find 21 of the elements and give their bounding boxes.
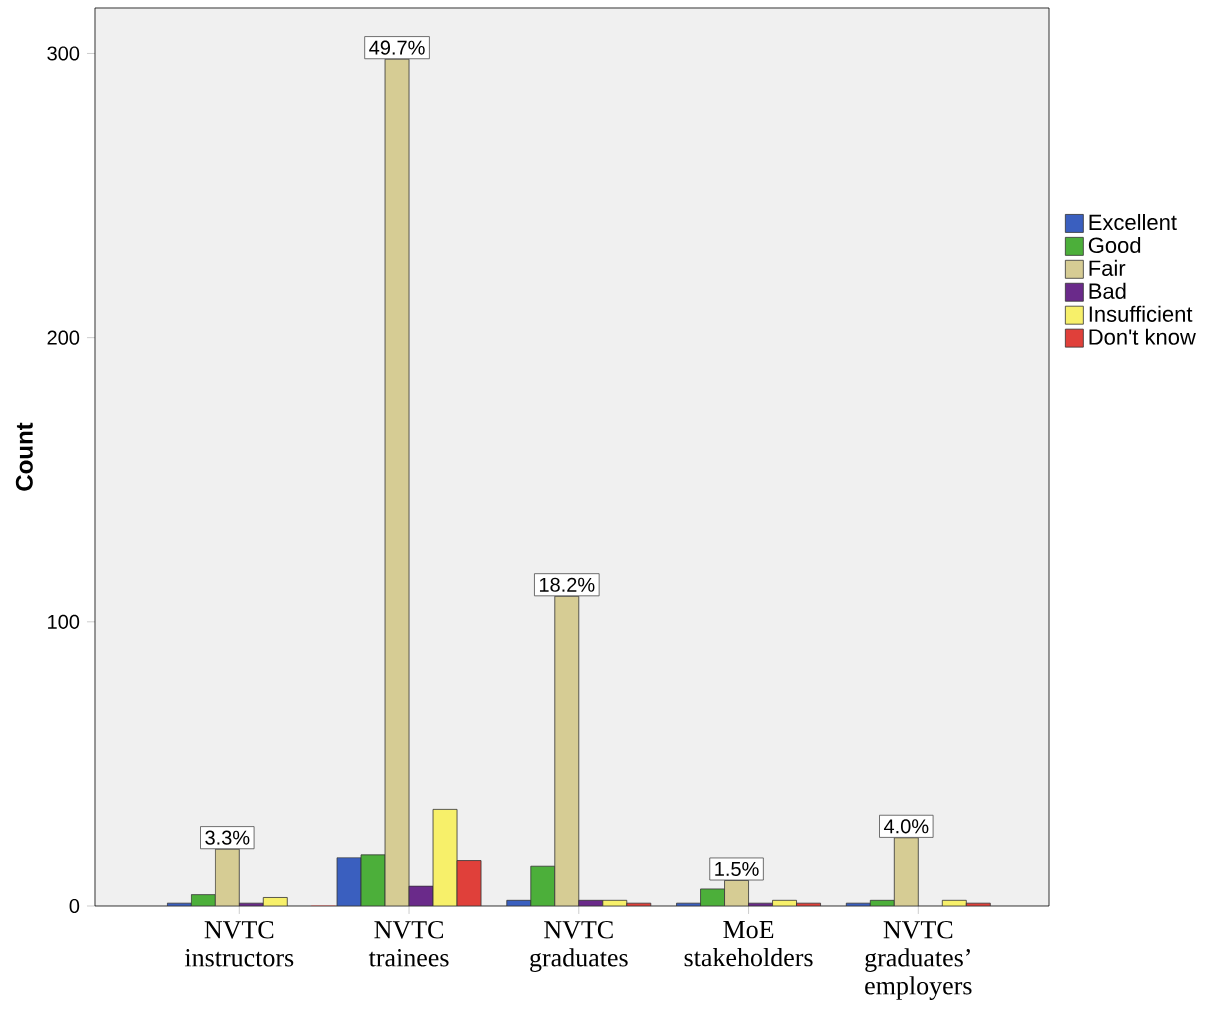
x-tick-label: NVTC trainees: [368, 921, 449, 967]
legend-label: Excellent: [1089, 213, 1177, 231]
annotation: 49.7%: [369, 40, 425, 55]
x-tick-label: NVTC graduates: [530, 921, 628, 972]
legend-label: Don't know: [1089, 328, 1196, 345]
y-tick-label: 200: [47, 330, 80, 345]
y-axis-title: Count: [15, 422, 33, 491]
legend-label: Good: [1088, 236, 1141, 254]
annotation: 3.3%: [205, 830, 250, 845]
y-tick-label: 100: [48, 614, 80, 629]
legend-label: Fair: [1089, 259, 1126, 276]
annotation: 18.2%: [539, 577, 595, 592]
x-tick-label: MoE stakeholders: [684, 921, 813, 967]
x-tick-label: NVTC instructors: [184, 921, 294, 967]
annotation: 4.0%: [883, 819, 929, 834]
y-tick-label: 300: [47, 46, 80, 61]
legend-label: Bad: [1089, 282, 1126, 299]
y-tick-label: 0: [69, 898, 80, 914]
annotation: 1.5%: [715, 861, 759, 877]
x-tick-label: NVTC graduates’ employers: [865, 921, 972, 1000]
legend-label: Insufficient: [1089, 305, 1193, 322]
